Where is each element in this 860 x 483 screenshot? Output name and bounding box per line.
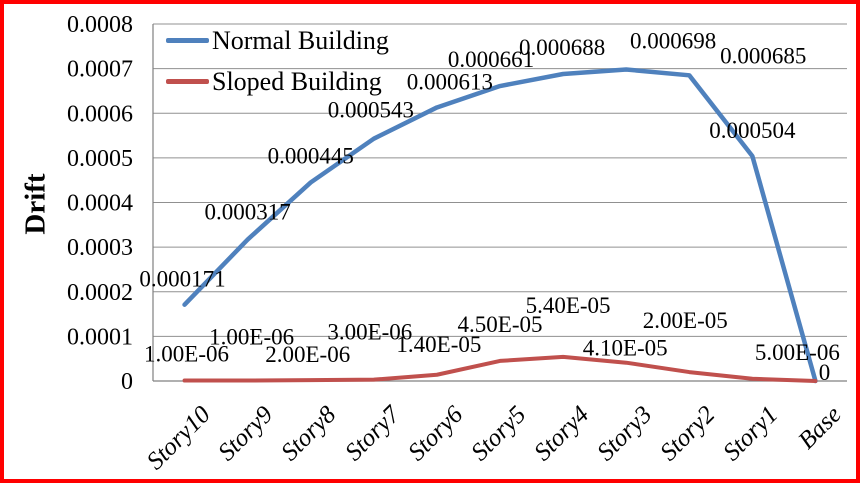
y-tick-label: 0.0004: [67, 191, 133, 217]
data-label: 0.000543: [328, 98, 414, 123]
series-line-normal-building: [182, 67, 818, 384]
y-tick-label: 0.0003: [67, 235, 133, 261]
data-label: 0.000504: [709, 118, 796, 143]
data-label: 2.00E-06: [265, 342, 350, 367]
y-tick-label: 0.0008: [67, 12, 133, 38]
y-axis-title: Drift: [19, 173, 52, 235]
data-label: 0.000317: [205, 200, 291, 225]
data-label: 0.000613: [407, 69, 493, 94]
data-label: 0.000685: [720, 43, 806, 68]
data-label: 2.00E-05: [643, 308, 728, 333]
series-line-sloped-building: [182, 354, 818, 383]
y-tick-label: 0.0001: [67, 324, 133, 350]
y-tick-label: 0.0002: [67, 280, 133, 306]
data-label: 5.40E-05: [526, 293, 611, 318]
legend: Normal Building Sloped Building: [166, 20, 389, 102]
data-label: 1.40E-05: [396, 332, 481, 357]
y-tick-label: 0: [121, 369, 133, 395]
data-label: 5.00E-06: [755, 340, 840, 365]
data-label: 4.50E-05: [458, 312, 543, 337]
legend-item-normal-building: Normal Building: [166, 20, 389, 61]
legend-item-sloped-building: Sloped Building: [166, 61, 389, 102]
legend-label-sloped-building: Sloped Building: [212, 66, 382, 96]
data-label: 1.00E-06: [209, 325, 294, 350]
data-label: 0.000698: [630, 29, 716, 54]
y-tick-label: 0.0007: [67, 57, 133, 83]
data-label: 0.000171: [139, 267, 225, 292]
data-label: 3.00E-06: [327, 320, 412, 345]
data-label: 0: [819, 360, 831, 385]
data-label: 0.000445: [268, 143, 354, 168]
data-label: 0.000661: [448, 47, 534, 72]
data-label: 0.000688: [519, 35, 605, 60]
legend-label-normal-building: Normal Building: [212, 25, 389, 55]
data-label: 4.10E-05: [583, 336, 668, 361]
legend-swatch-normal-building: [166, 38, 209, 43]
y-tick-label: 0.0006: [67, 101, 133, 127]
data-label: 1.00E-06: [144, 342, 229, 367]
y-tick-label: 0.0005: [67, 146, 133, 172]
legend-swatch-sloped-building: [166, 79, 209, 84]
